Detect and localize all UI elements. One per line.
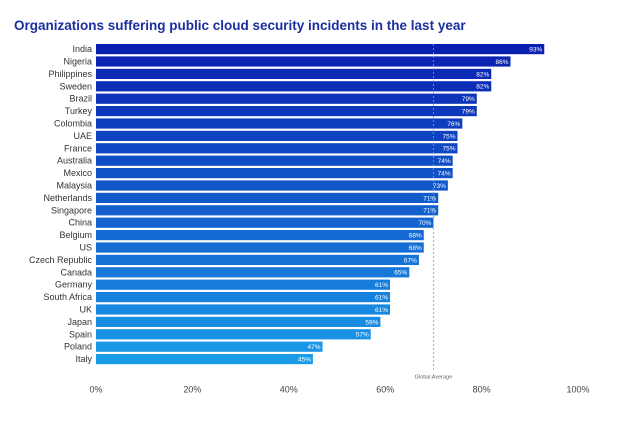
value-label: 74% [438,171,451,178]
category-label: South Africa [43,292,92,302]
value-label: 59% [365,319,378,326]
value-label: 45% [298,357,311,364]
bar [96,56,511,67]
x-tick-label: 0% [89,384,102,394]
bar [96,279,391,290]
bar [96,329,371,340]
x-tick-label: 40% [280,384,298,394]
bar [96,304,391,315]
bar [96,168,453,179]
bar [96,118,463,129]
category-label: Germany [55,280,93,290]
category-label: Australia [57,156,92,166]
category-label: Belgium [59,230,92,240]
value-label: 47% [308,344,321,351]
bar [96,254,419,265]
category-label: India [72,44,92,54]
x-tick-label: 20% [183,384,201,394]
category-label: France [64,143,92,153]
category-label: Colombia [54,119,92,129]
x-tick-label: 60% [376,384,394,394]
category-label: Spain [69,329,92,339]
x-tick-label: 80% [473,384,491,394]
category-label: UK [79,305,92,315]
category-label: Malaysia [56,181,92,191]
bar [96,106,477,117]
value-label: 74% [438,158,451,165]
category-label: Poland [64,342,92,352]
value-label: 68% [409,233,422,240]
chart-title: Organizations suffering public cloud sec… [14,18,466,33]
bar [96,341,323,352]
category-label: Italy [75,354,92,364]
category-label: Nigeria [63,57,92,67]
category-label: China [68,218,92,228]
value-label: 61% [375,307,388,314]
value-label: 70% [418,220,431,227]
value-label: 75% [442,146,455,153]
category-label: UAE [73,131,92,141]
bar [96,354,313,365]
category-label: Singapore [51,205,92,215]
bar [96,205,439,216]
value-label: 75% [442,133,455,140]
value-label: 79% [462,109,475,116]
value-label: 57% [356,332,369,339]
value-label: 68% [409,245,422,252]
bar [96,143,458,154]
bar [96,130,458,141]
bar [96,230,424,241]
value-label: 73% [433,183,446,190]
value-label: 79% [462,96,475,103]
category-label: Netherlands [43,193,92,203]
value-label: 82% [476,84,489,91]
value-label: 93% [529,47,542,54]
bar [96,44,545,55]
category-label: Turkey [65,106,93,116]
category-label: Sweden [59,81,92,91]
bar [96,68,492,79]
value-label: 86% [496,59,509,66]
value-label: 71% [423,208,436,215]
category-label: US [79,243,92,253]
value-label: 61% [375,295,388,302]
bar [96,192,439,203]
category-label: Brazil [69,94,92,104]
category-label: Mexico [63,168,92,178]
bar [96,217,434,228]
reference-line-label: Global Average [415,374,453,380]
x-tick-label: 100% [566,384,589,394]
bar [96,93,477,104]
value-label: 71% [423,195,436,202]
bar [96,267,410,278]
bar [96,180,448,191]
category-label: Philippines [48,69,92,79]
bar [96,242,424,253]
category-label: Japan [67,317,92,327]
bar [96,292,391,303]
value-label: 82% [476,71,489,78]
bar [96,316,381,327]
value-label: 65% [394,270,407,277]
bar [96,155,453,166]
value-label: 61% [375,282,388,289]
bar [96,81,492,92]
category-label: Canada [60,267,92,277]
value-label: 76% [447,121,460,128]
category-label: Czech Republic [29,255,93,265]
value-label: 67% [404,257,417,264]
